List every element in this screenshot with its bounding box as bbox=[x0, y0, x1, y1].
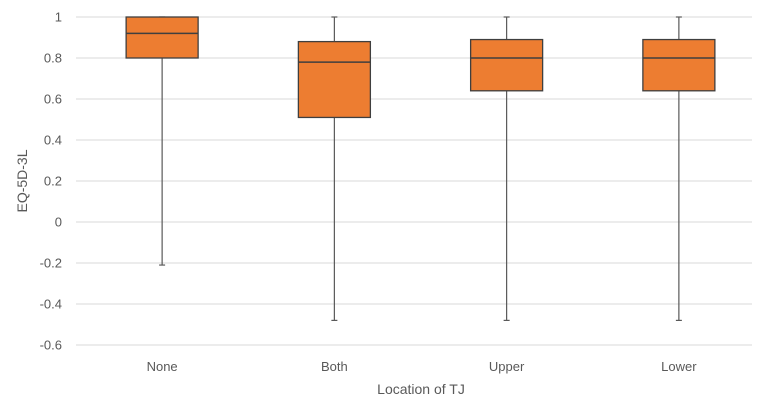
y-tick-label: -0.4 bbox=[40, 297, 62, 312]
x-tick-label: Both bbox=[321, 359, 348, 374]
y-tick-label: -0.6 bbox=[40, 338, 62, 353]
iqr-box bbox=[125, 16, 199, 59]
box-none bbox=[125, 16, 199, 266]
x-tick-label: Lower bbox=[661, 359, 697, 374]
box-both bbox=[297, 16, 372, 321]
x-tick-label: None bbox=[147, 359, 178, 374]
iqr-box bbox=[642, 38, 716, 92]
y-tick-label: 0.6 bbox=[44, 92, 62, 107]
y-tick-label: 0.8 bbox=[44, 51, 62, 66]
iqr-box bbox=[297, 40, 372, 119]
box-upper bbox=[469, 16, 544, 321]
y-tick-label: -0.2 bbox=[40, 256, 62, 271]
x-axis-title: Location of TJ bbox=[377, 381, 465, 397]
boxes bbox=[125, 16, 716, 321]
y-tick-label: 0 bbox=[55, 215, 62, 230]
y-tick-label: 1 bbox=[55, 10, 62, 25]
x-axis-ticks: None Both Upper Lower bbox=[147, 359, 698, 374]
y-tick-label: 0.4 bbox=[44, 133, 62, 148]
y-axis-ticks: -0.6 -0.4 -0.2 0 0.2 0.4 0.6 0.8 1 bbox=[40, 10, 62, 353]
box-lower bbox=[642, 16, 716, 321]
grid-lines bbox=[76, 16, 752, 346]
y-tick-label: 0.2 bbox=[44, 174, 62, 189]
y-axis-title: EQ-5D-3L bbox=[14, 149, 30, 212]
x-tick-label: Upper bbox=[489, 359, 525, 374]
iqr-box bbox=[469, 38, 544, 92]
